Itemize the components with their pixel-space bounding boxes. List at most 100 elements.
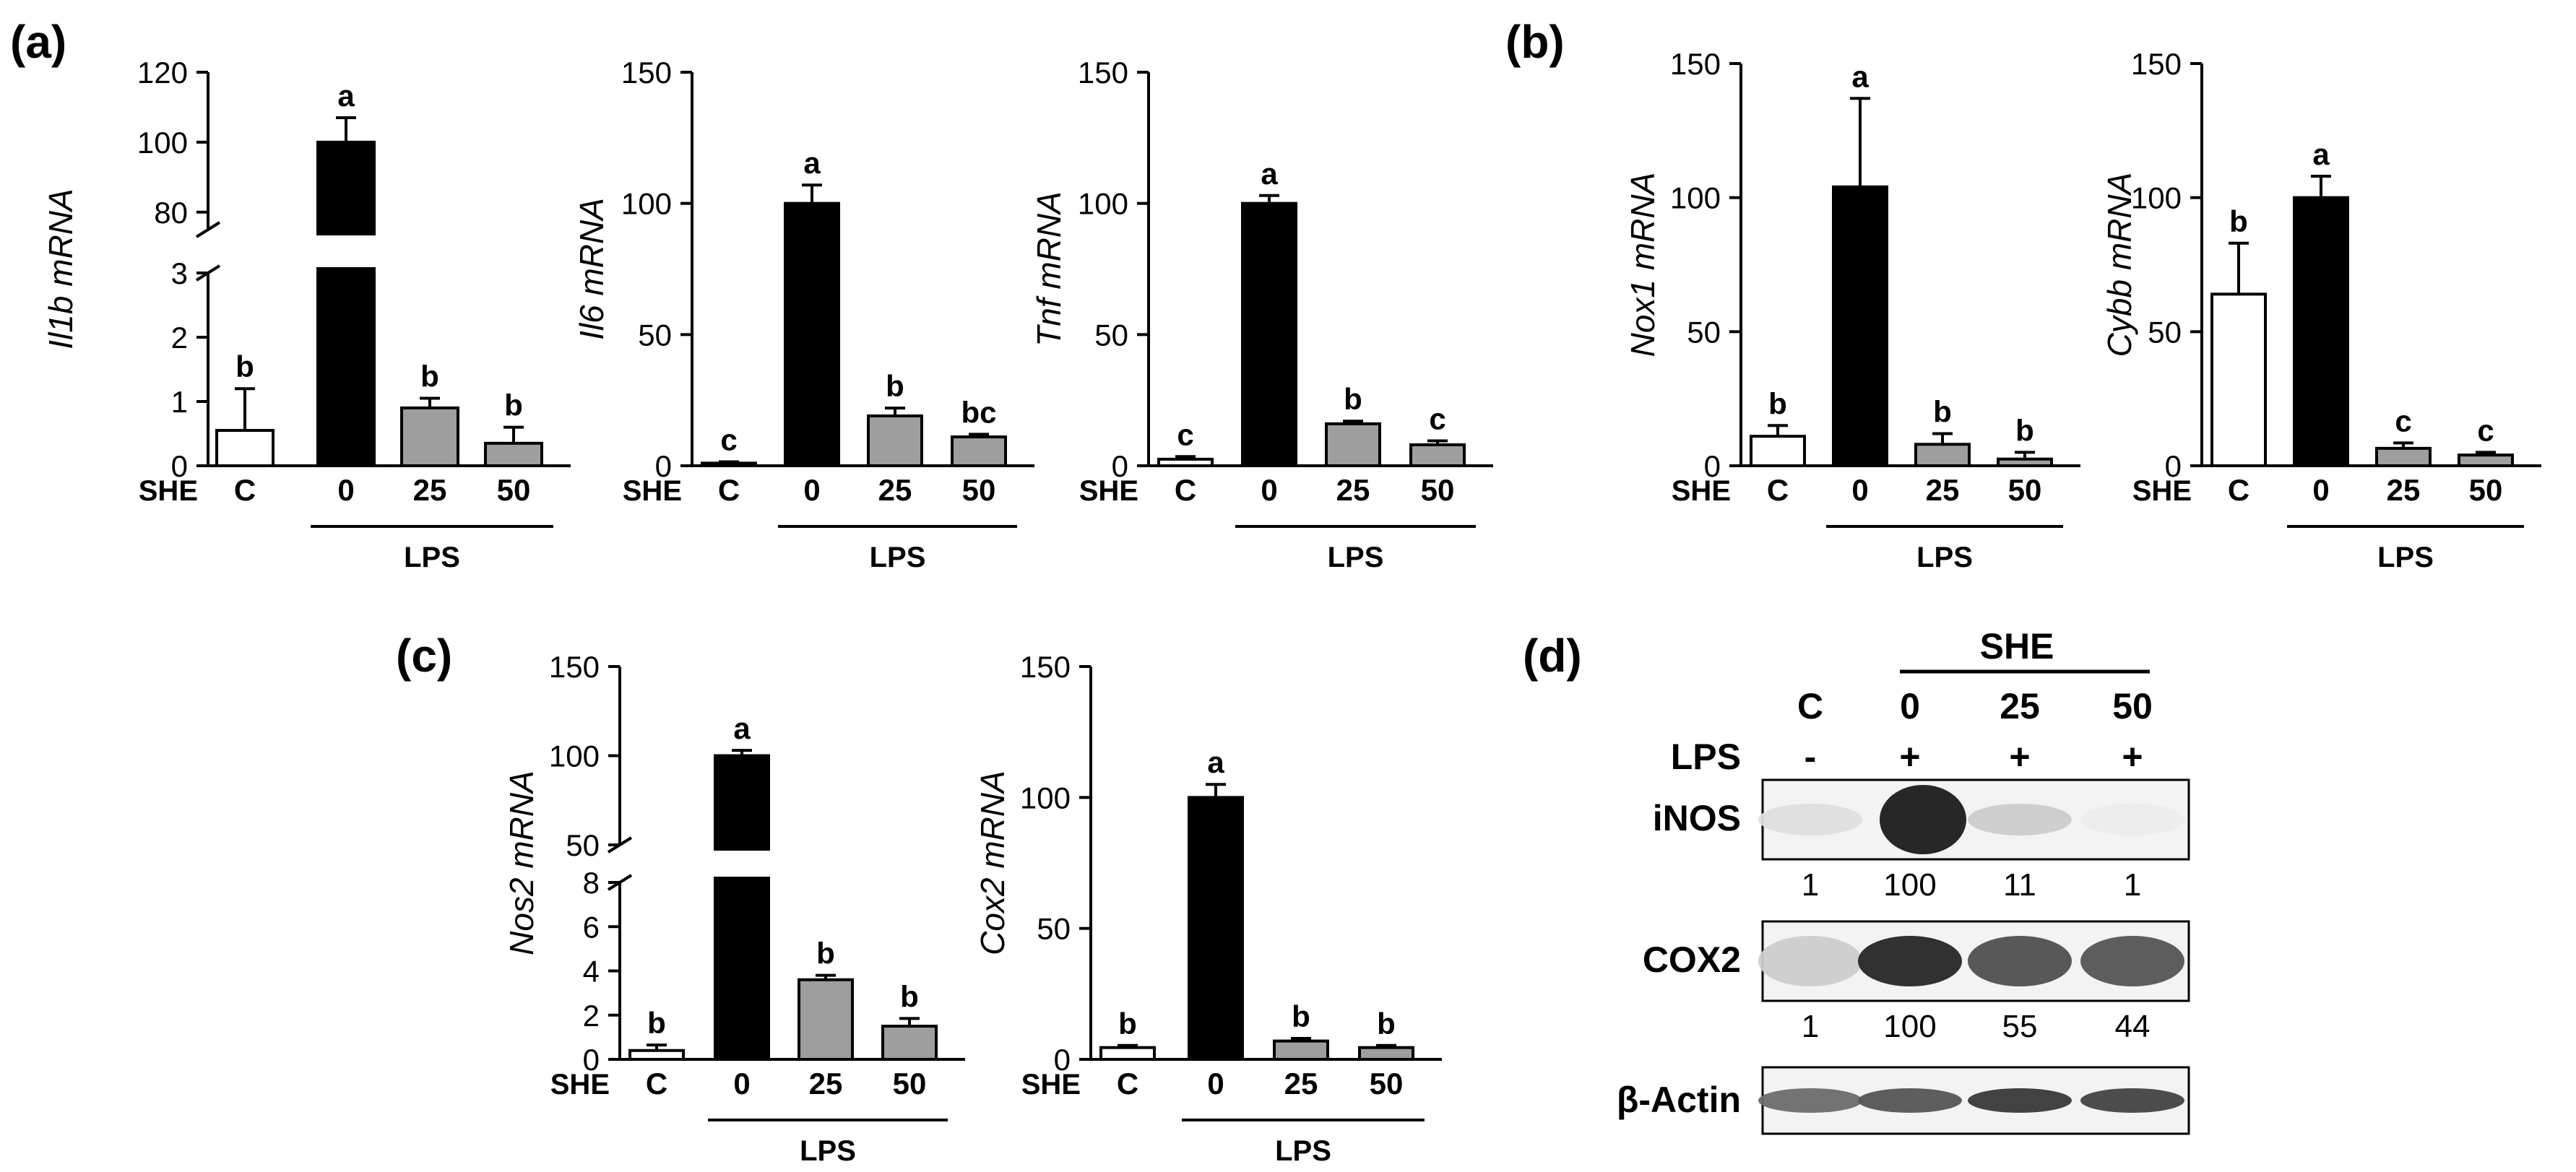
significance-letter: b	[1344, 382, 1362, 416]
bar-0	[316, 140, 376, 467]
treatment-label: SHE	[139, 475, 198, 507]
y-tick-label: 2	[171, 321, 188, 355]
wb-band	[1758, 804, 1862, 835]
treatment-label: SHE	[550, 1069, 610, 1101]
wb-lane-label: C	[1797, 686, 1823, 726]
bar-C	[1750, 435, 1806, 467]
y-axis-label: Tnf mRNA	[1030, 191, 1068, 347]
y-tick-label: 0	[1054, 1043, 1071, 1077]
y-tick-label: 1	[171, 385, 188, 419]
y-axis-label: Il6 mRNA	[573, 198, 610, 340]
wb-band	[1758, 936, 1862, 986]
category-label: 50	[1421, 473, 1455, 507]
group-label: LPS	[800, 1135, 856, 1167]
wb-quant-value: 55	[2002, 1009, 2038, 1044]
category-label: C	[2228, 473, 2249, 507]
y-tick-label: 100	[137, 126, 188, 160]
bar-0	[784, 201, 840, 467]
group-label: LPS	[1275, 1135, 1331, 1167]
y-tick-label: 50	[1687, 315, 1721, 349]
category-label: 50	[893, 1067, 927, 1101]
bar-50	[951, 435, 1007, 467]
significance-letter: b	[504, 389, 523, 422]
y-tick-label: 80	[154, 196, 188, 230]
bar-25	[1325, 422, 1381, 467]
wb-lps-mark: +	[2009, 737, 2030, 777]
category-label: C	[646, 1067, 667, 1101]
y-tick-label: 100	[2131, 181, 2182, 215]
wb-band	[1880, 785, 1966, 854]
bar-0	[1241, 201, 1297, 467]
significance-letter: a	[733, 711, 751, 745]
bar-25	[2375, 446, 2432, 468]
category-label: C	[718, 473, 740, 507]
bar-50	[1358, 1046, 1414, 1062]
y-tick-label: 2	[583, 999, 600, 1033]
wb-band	[2080, 804, 2184, 835]
y-axis-label: Nos2 mRNA	[503, 771, 540, 955]
y-tick-label: 0	[583, 1043, 600, 1077]
wb-quant-value: 1	[1802, 1009, 1819, 1044]
significance-letter: c	[1429, 401, 1445, 435]
y-axis-label: Il1b mRNA	[42, 188, 79, 349]
category-label: C	[1767, 473, 1789, 507]
significance-letter: b	[900, 979, 919, 1013]
significance-letter: b	[1377, 1007, 1396, 1041]
panel-label-c: (c)	[396, 630, 452, 682]
treatment-label: SHE	[1079, 475, 1138, 507]
bar-50	[1997, 457, 2053, 468]
y-tick-label: 0	[171, 449, 188, 483]
bar-25	[1273, 1039, 1329, 1061]
y-tick-label: 50	[566, 828, 600, 862]
bar-25	[400, 406, 459, 468]
chart-cybb: 0 50 100 150 Cybb mRNA b Ca 0 c 25 c 50 SHE LPS	[2101, 47, 2541, 573]
y-tick-label: 100	[549, 739, 600, 773]
treatment-label: SHE	[623, 475, 682, 507]
wb-band	[1858, 936, 1962, 986]
wb-quant-value: 1	[2124, 867, 2141, 903]
wb-band	[1858, 1088, 1962, 1113]
significance-letter: b	[1292, 999, 1310, 1033]
bar-C	[2210, 292, 2267, 468]
wb-band	[1968, 804, 2072, 835]
group-label: LPS	[2377, 542, 2434, 573]
category-label: 25	[1926, 473, 1960, 507]
category-label: C	[234, 473, 256, 507]
wb-quant-value: 1	[1802, 867, 1819, 903]
y-tick-label: 6	[583, 910, 600, 944]
group-label: LPS	[404, 542, 460, 573]
category-label: 25	[878, 473, 912, 507]
bar-C	[215, 429, 275, 467]
y-tick-label: 0	[1112, 449, 1128, 483]
y-tick-label: 3	[171, 256, 188, 290]
significance-letter: c	[1177, 417, 1193, 451]
significance-letter: c	[2395, 404, 2411, 438]
bar-25	[798, 978, 854, 1061]
bar-0	[714, 754, 770, 1061]
wb-band-label: iNOS	[1653, 798, 1741, 838]
y-tick-label: 150	[2131, 47, 2182, 81]
category-label: 0	[1261, 473, 1277, 507]
wb-band	[2080, 936, 2184, 986]
wb-lps-mark: -	[1805, 737, 1817, 777]
wb-lps-mark: +	[2122, 737, 2143, 777]
y-tick-label: 100	[621, 187, 672, 221]
category-label: C	[1117, 1067, 1138, 1101]
wb-band	[1758, 1088, 1862, 1113]
significance-letter: b	[235, 350, 254, 383]
category-label: 50	[497, 473, 531, 507]
category-label: 50	[2469, 473, 2503, 507]
wb-she-label: SHE	[1980, 626, 2054, 667]
significance-letter: b	[2015, 413, 2034, 447]
significance-letter: b	[420, 360, 439, 394]
wb-band	[1968, 936, 2072, 986]
group-label: LPS	[870, 542, 926, 573]
significance-letter: b	[1118, 1007, 1137, 1041]
wb-quant-value: 100	[1883, 1009, 1936, 1044]
significance-letter: a	[1261, 157, 1278, 191]
significance-letter: b	[816, 937, 835, 971]
significance-letter: b	[1768, 386, 1787, 420]
